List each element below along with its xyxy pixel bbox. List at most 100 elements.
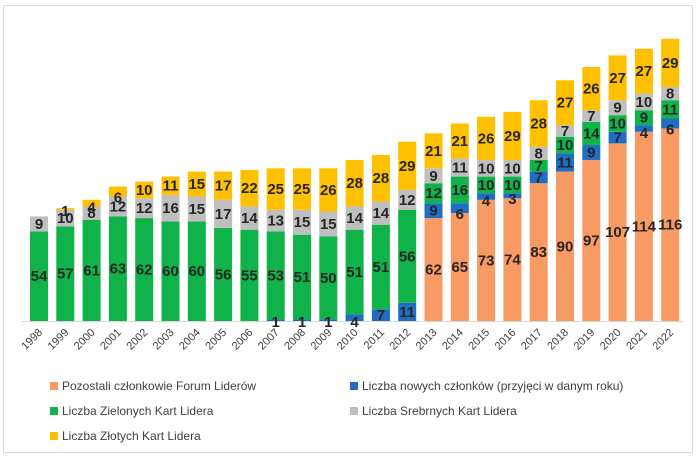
x-tick-2020: 2020 [598,327,624,353]
data-label-2011-s2: 51 [373,259,390,276]
legend-swatch [50,432,58,440]
bar-segment-2019-s4 [582,67,601,111]
bar-segment-2003-s4 [161,176,180,195]
data-label-2018-s4: 27 [557,95,574,112]
legend-item-srebrne: Liczba Srebrnych Kart Lidera [350,404,517,418]
bar-segment-2021-s4 [634,48,653,94]
legend-swatch [50,382,58,390]
data-label-2005-s3: 17 [215,206,232,223]
data-label-2013-s0: 62 [425,262,442,279]
data-label-2006-s3: 14 [241,210,258,227]
x-tick-2012: 2012 [388,327,414,353]
data-label-2015-s4: 26 [478,130,495,147]
data-label-2020-s4: 27 [609,70,626,87]
data-label-2000-s2: 61 [83,262,100,279]
bar-segment-2009-s4 [319,168,338,212]
data-label-2014-s3: 11 [452,159,468,176]
bar-segment-2017-s0 [529,183,548,321]
data-label-2005-s2: 56 [215,267,232,284]
data-label-2016-s1: 3 [508,191,516,208]
data-label-2009-s4: 26 [320,182,337,199]
bar-segment-2015-s0 [477,199,496,321]
data-label-2009-s1: 1 [324,314,332,331]
legend-swatch [50,407,58,415]
x-tick-2011: 2011 [362,327,387,352]
x-tick-2003: 2003 [151,327,177,353]
data-label-2007-s3: 13 [267,213,284,230]
bar-segment-2010-s3 [345,206,364,230]
bar-segment-2020-s0 [608,143,627,321]
data-label-2009-s3: 15 [320,216,337,233]
data-label-2019-s1: 9 [587,145,595,162]
bar-segment-2014-s3 [450,158,469,177]
x-tick-2021: 2021 [624,327,650,353]
data-label-2017-s4: 28 [530,115,547,132]
data-label-2013-s2: 12 [425,185,442,202]
data-label-2014-s1: 6 [456,206,464,223]
data-label-2010-s2: 51 [346,264,363,281]
bar-segment-2005-s3 [214,199,233,229]
bar-segment-2005-s4 [214,171,233,200]
data-label-2022-s4: 29 [662,55,679,72]
data-label-2021-s3: 10 [636,94,653,111]
data-label-2004-s2: 60 [188,263,205,280]
bar-segment-2016-s3 [503,159,522,177]
x-tick-2015: 2015 [466,327,492,353]
bar-segment-2003-s3 [161,194,180,222]
data-label-2008-s2: 51 [294,269,311,286]
data-label-2017-s0: 83 [530,244,547,261]
bar-segment-1999-s2 [56,226,75,321]
bar-segment-2017-s3 [529,146,548,160]
data-label-2016-s3: 10 [504,160,521,177]
bar-segment-1998-s3 [30,216,48,232]
data-labels-layer: 5495710161846312662121060161160151556171… [31,55,683,331]
bar-segment-2000-s3 [82,206,101,220]
bar-segment-2016-s2 [503,176,522,194]
x-tick-2019: 2019 [572,327,598,353]
data-label-2012-s2: 56 [399,248,416,265]
data-label-2010-s4: 28 [346,175,363,192]
legend-label: Liczba Srebrnych Kart Lidera [362,404,517,418]
bar-segment-2006-s4 [240,169,259,207]
data-label-2021-s4: 27 [636,63,653,80]
data-label-2011-s3: 14 [373,205,390,222]
data-label-2006-s2: 55 [241,267,258,284]
bar-segment-2011-s3 [371,201,390,225]
bar-segment-1998-s2 [30,231,48,321]
bar-segment-2004-s2 [187,221,206,321]
bar-segment-2022-s1 [661,118,680,129]
x-tick-1998: 1998 [19,327,45,353]
legend-item-pozostali: Pozostali członkowie Forum Liderów [50,379,256,393]
bar-segment-2010-s4 [345,159,364,207]
bar-segment-2016-s4 [503,111,522,160]
bar-segment-2011-s1 [371,309,390,321]
data-label-2018-s3: 7 [561,123,569,140]
bar-segment-2013-s3 [424,168,443,184]
bar-segment-2015-s3 [477,159,496,177]
data-label-2021-s1: 4 [640,125,649,142]
bar-segment-2014-s2 [450,176,469,204]
bar-segment-2017-s1 [529,171,548,184]
bar-segment-2022-s2 [661,100,680,119]
bar-segment-2021-s1 [634,125,653,132]
data-label-2012-s4: 29 [399,158,416,175]
bar-segment-2017-s4 [529,100,548,147]
bar-segment-2009-s2 [319,236,338,320]
bar-segment-2014-s4 [450,123,469,159]
legend-item-zielone: Liczba Zielonych Kart Lidera [50,404,213,418]
bar-segment-2018-s1 [556,153,574,172]
data-label-2017-s2: 7 [535,158,543,175]
bar-segment-2020-s3 [608,100,627,116]
bar-segment-1999-s3 [56,209,75,227]
data-label-1998-s3: 9 [35,216,43,233]
data-label-2013-s1: 9 [429,203,437,220]
bar-segment-2009-s3 [319,211,338,237]
x-tick-2000: 2000 [72,327,98,353]
data-label-2004-s4: 15 [188,176,205,193]
bar-segment-2019-s0 [582,159,601,321]
bar-segment-2002-s4 [135,181,154,199]
legend-label: Liczba nowych członków (przyjęci w danym… [362,379,624,393]
bar-segment-2008-s1 [293,319,311,321]
data-label-2018-s0: 90 [557,238,574,255]
